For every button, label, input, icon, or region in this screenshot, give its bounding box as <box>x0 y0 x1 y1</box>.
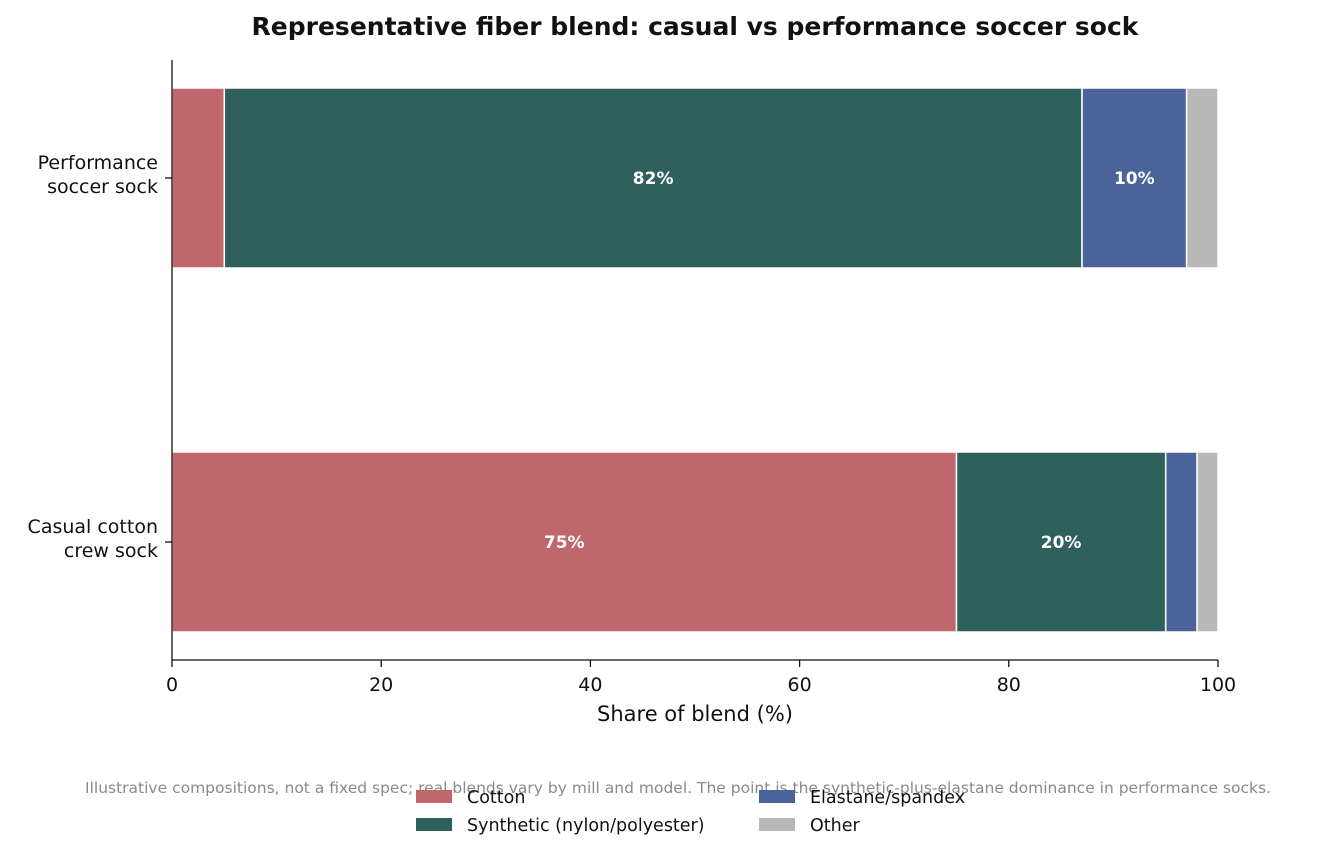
bar-value-label: 82% <box>633 169 674 189</box>
bar-segment-other-0 <box>1196 451 1219 633</box>
bar-segment-elastanespandex-0 <box>1164 451 1198 633</box>
bars-group: 75% 20% 82% 10% <box>171 87 1219 633</box>
x-axis-label: Share of blend (%) <box>597 702 793 726</box>
x-tick-label: 100 <box>1200 674 1236 696</box>
bar-segment-cotton-0 <box>171 451 958 633</box>
x-tick-label: 80 <box>997 674 1021 696</box>
category-label: crew sock <box>64 540 158 562</box>
legend-label: Elastane/spandex <box>810 788 965 808</box>
bar-segment-elastanespandex-1 <box>1081 87 1188 269</box>
bar-segment-other-1 <box>1185 87 1219 269</box>
x-tick-label: 20 <box>369 674 393 696</box>
legend-label: Synthetic (nylon/polyester) <box>467 816 705 836</box>
legend-swatch <box>416 818 452 831</box>
footnote: Illustrative compositions, not a fixed s… <box>85 779 1271 797</box>
legend-swatch <box>416 790 452 803</box>
legend-label: Other <box>810 816 860 836</box>
category-label: Performance <box>38 152 158 174</box>
legend-swatch <box>759 790 795 803</box>
chart-title: Representative fiber blend: casual vs pe… <box>252 12 1140 41</box>
legend-label: Cotton <box>467 788 525 808</box>
category-label: soccer sock <box>47 176 158 198</box>
x-tick-label: 60 <box>788 674 812 696</box>
bar-segment-synthetic-1 <box>223 87 1083 269</box>
bar-value-label: 75% <box>544 533 585 553</box>
bar-segment-cotton-1 <box>171 87 226 269</box>
bar-segment-synthetic-0 <box>955 451 1167 633</box>
legend-swatch <box>759 818 795 831</box>
bar-value-label: 10% <box>1114 169 1155 189</box>
x-tick-label: 0 <box>166 674 178 696</box>
category-label: Casual cotton <box>28 516 158 538</box>
x-tick-label: 40 <box>578 674 602 696</box>
bar-value-label: 20% <box>1041 533 1082 553</box>
legend: Cotton Synthetic (nylon/polyester) Elastan… <box>416 788 965 836</box>
